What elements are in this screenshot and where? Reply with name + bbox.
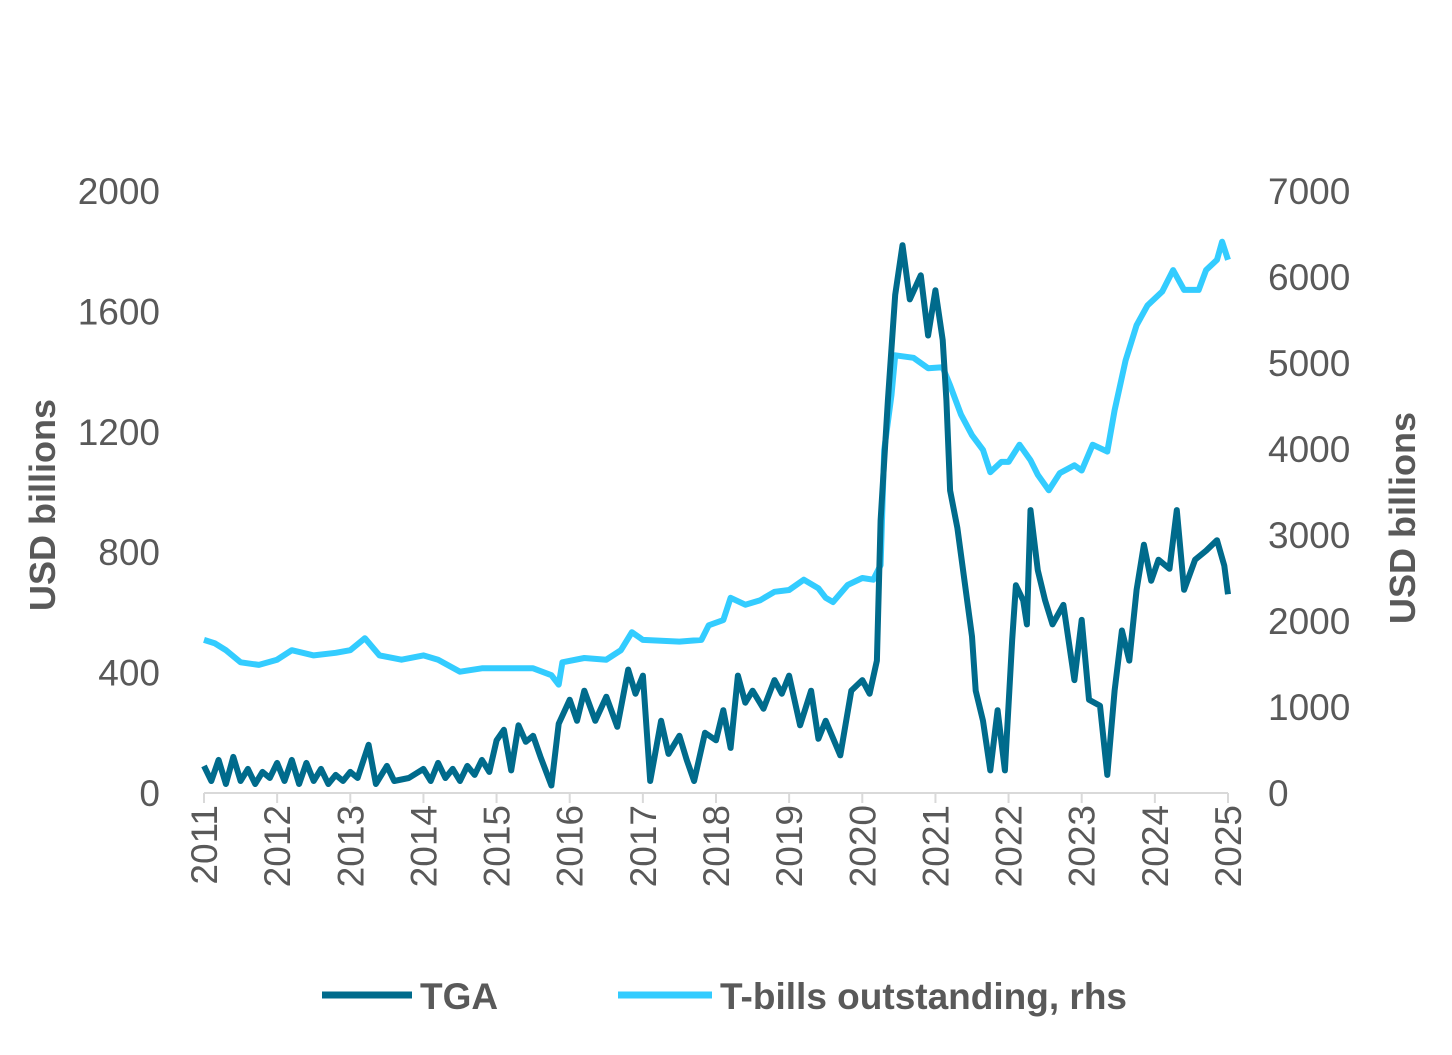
x-tick-label: 2015 xyxy=(477,805,518,887)
right-axis-label: USD billions xyxy=(1382,412,1423,624)
x-tick-label: 2021 xyxy=(915,805,956,887)
x-tick-label: 2024 xyxy=(1135,805,1176,887)
legend-label-tbills: T-bills outstanding, rhs xyxy=(720,976,1127,1017)
x-tick-label: 2019 xyxy=(769,805,810,887)
y-tick-label: 800 xyxy=(98,532,160,573)
right-axis-ticks: 0 1000 2000 3000 4000 5000 6000 7000 xyxy=(1268,171,1350,814)
x-tick-label: 2022 xyxy=(989,805,1030,887)
y2-tick-label: 1000 xyxy=(1268,687,1350,728)
x-tick-label: 2025 xyxy=(1208,805,1249,887)
y-tick-label: 400 xyxy=(98,653,160,694)
legend: TGA T-bills outstanding, rhs xyxy=(322,976,1127,1017)
x-tick-label: 2014 xyxy=(403,805,444,887)
y2-tick-label: 7000 xyxy=(1268,171,1350,212)
y2-tick-label: 6000 xyxy=(1268,257,1350,298)
y-tick-label: 1600 xyxy=(78,291,160,332)
series-lines xyxy=(201,238,1231,789)
x-tick-label: 2020 xyxy=(842,805,883,887)
y2-tick-label: 2000 xyxy=(1268,601,1350,642)
x-tick-label: 2011 xyxy=(184,805,225,885)
x-tick-label: 2023 xyxy=(1062,805,1103,887)
series-line-tga xyxy=(201,242,1231,789)
x-tick-label: 2012 xyxy=(257,805,298,887)
x-tick-label: 2018 xyxy=(696,805,737,887)
series-line-tbills xyxy=(203,238,1231,688)
left-axis-label: USD billions xyxy=(22,399,63,611)
y-tick-label: 0 xyxy=(139,773,160,814)
y2-tick-label: 5000 xyxy=(1268,343,1350,384)
left-axis-ticks: 0 400 800 1200 1600 2000 xyxy=(78,171,160,814)
x-tick-label: 2017 xyxy=(623,805,664,887)
y2-tick-label: 4000 xyxy=(1268,429,1350,470)
y2-tick-label: 3000 xyxy=(1268,515,1350,556)
y2-tick-label: 0 xyxy=(1268,773,1289,814)
legend-label-tga: TGA xyxy=(420,976,498,1017)
y-tick-label: 2000 xyxy=(78,171,160,212)
x-tick-label: 2016 xyxy=(550,805,591,887)
x-tick-label: 2013 xyxy=(330,805,371,887)
x-axis: 2011 2012 2013 2014 2015 2016 2017 2018 2019 2020… xyxy=(184,792,1249,887)
y-tick-label: 1200 xyxy=(78,412,160,453)
